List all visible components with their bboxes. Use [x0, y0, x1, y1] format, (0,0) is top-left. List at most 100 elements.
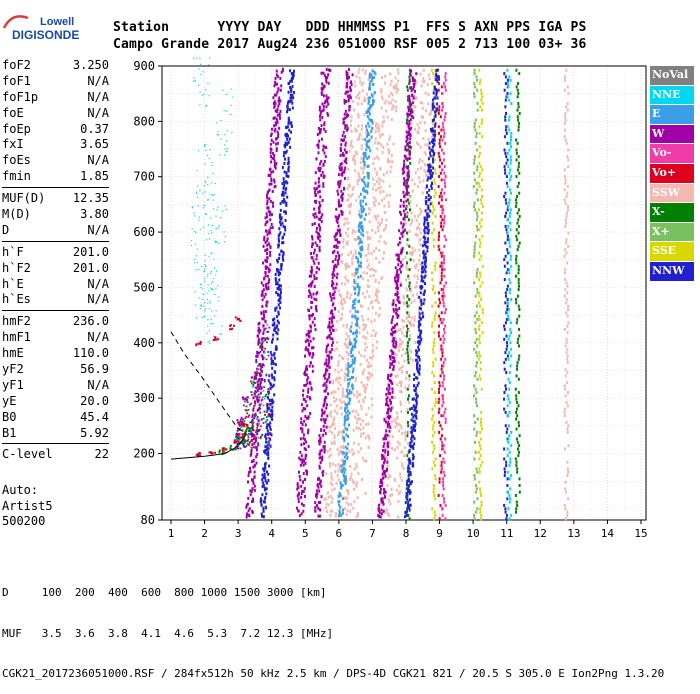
echo-point [376, 180, 378, 183]
echo-point [285, 142, 287, 145]
echo-point [194, 231, 195, 232]
echo-point [363, 355, 365, 358]
echo-point [330, 415, 332, 418]
echo-point [566, 514, 568, 517]
echo-point [479, 79, 481, 82]
echo-point [515, 457, 517, 460]
echo-point [358, 427, 360, 430]
echo-point [360, 428, 362, 431]
echo-point [232, 96, 233, 97]
echo-point [409, 100, 411, 103]
echo-point [270, 351, 272, 354]
echo-point [480, 514, 482, 517]
echo-point [438, 78, 440, 81]
echo-point [409, 200, 411, 203]
echo-point [314, 324, 316, 327]
echo-point [318, 177, 320, 180]
echo-point [565, 218, 567, 221]
echo-point [401, 354, 403, 357]
echo-point [346, 82, 348, 85]
echo-point [287, 175, 289, 178]
echo-point [567, 148, 569, 151]
echo-point [272, 338, 274, 341]
echo-point [405, 438, 407, 441]
echo-point [318, 268, 320, 271]
echo-point [380, 479, 382, 482]
echo-point [442, 298, 444, 301]
echo-point [299, 478, 301, 481]
echo-point [400, 382, 402, 385]
echo-point [382, 257, 384, 260]
echo-point [566, 285, 568, 288]
echo-point [442, 398, 444, 401]
echo-point [259, 347, 261, 349]
echo-point [403, 201, 405, 204]
echo-point [372, 83, 374, 86]
echo-point [366, 359, 368, 362]
echo-point [425, 109, 427, 112]
echo-point [566, 381, 568, 384]
echo-point [355, 426, 357, 429]
echo-point [284, 229, 286, 232]
echo-point [298, 471, 300, 474]
echo-point [202, 71, 203, 72]
echo-point [321, 116, 323, 119]
echo-point [422, 191, 424, 194]
echo-point [382, 465, 384, 468]
echo-point [217, 206, 218, 207]
echo-point [474, 125, 476, 128]
echo-point [366, 93, 368, 96]
echo-point [475, 388, 477, 391]
echo-point [479, 152, 481, 155]
echo-point [373, 250, 375, 253]
echo-point [271, 398, 273, 401]
echo-point [210, 273, 211, 274]
echo-point [255, 431, 257, 433]
echo-point [372, 355, 374, 358]
echo-point [428, 194, 430, 197]
echo-point [507, 85, 509, 88]
echo-point [407, 388, 409, 391]
echo-point [240, 419, 242, 421]
echo-point [507, 298, 509, 301]
echo-point [416, 263, 418, 266]
echo-point [328, 354, 330, 357]
echo-point [192, 228, 193, 229]
echo-point [506, 341, 508, 344]
echo-point [408, 485, 410, 488]
echo-point [348, 265, 350, 268]
echo-point [506, 132, 508, 135]
echo-point [476, 497, 478, 500]
echo-point [411, 115, 413, 118]
echo-point [306, 470, 308, 473]
echo-point [481, 195, 483, 198]
echo-point [344, 263, 346, 266]
echo-point [260, 368, 262, 371]
echo-point [517, 142, 519, 145]
echo-point [409, 281, 411, 284]
echo-point [279, 214, 281, 217]
echo-point [441, 188, 443, 191]
echo-point [211, 319, 212, 320]
echo-point [369, 268, 371, 271]
echo-point [264, 496, 266, 499]
echo-point [504, 328, 506, 331]
echo-point [518, 162, 520, 165]
echo-point [443, 497, 445, 500]
echo-point [443, 82, 445, 85]
echo-point [345, 446, 347, 449]
echo-point [406, 85, 408, 88]
echo-point [383, 442, 385, 445]
echo-point [197, 47, 198, 48]
echo-point [507, 414, 509, 417]
echo-point [476, 288, 478, 291]
echo-point [398, 307, 400, 310]
echo-point [407, 238, 409, 241]
echo-point [504, 265, 506, 268]
echo-point [423, 298, 425, 301]
echo-point [358, 116, 360, 119]
echo-point [517, 447, 519, 450]
echo-point [324, 85, 326, 88]
echo-point [264, 487, 266, 490]
echo-point [265, 394, 267, 396]
